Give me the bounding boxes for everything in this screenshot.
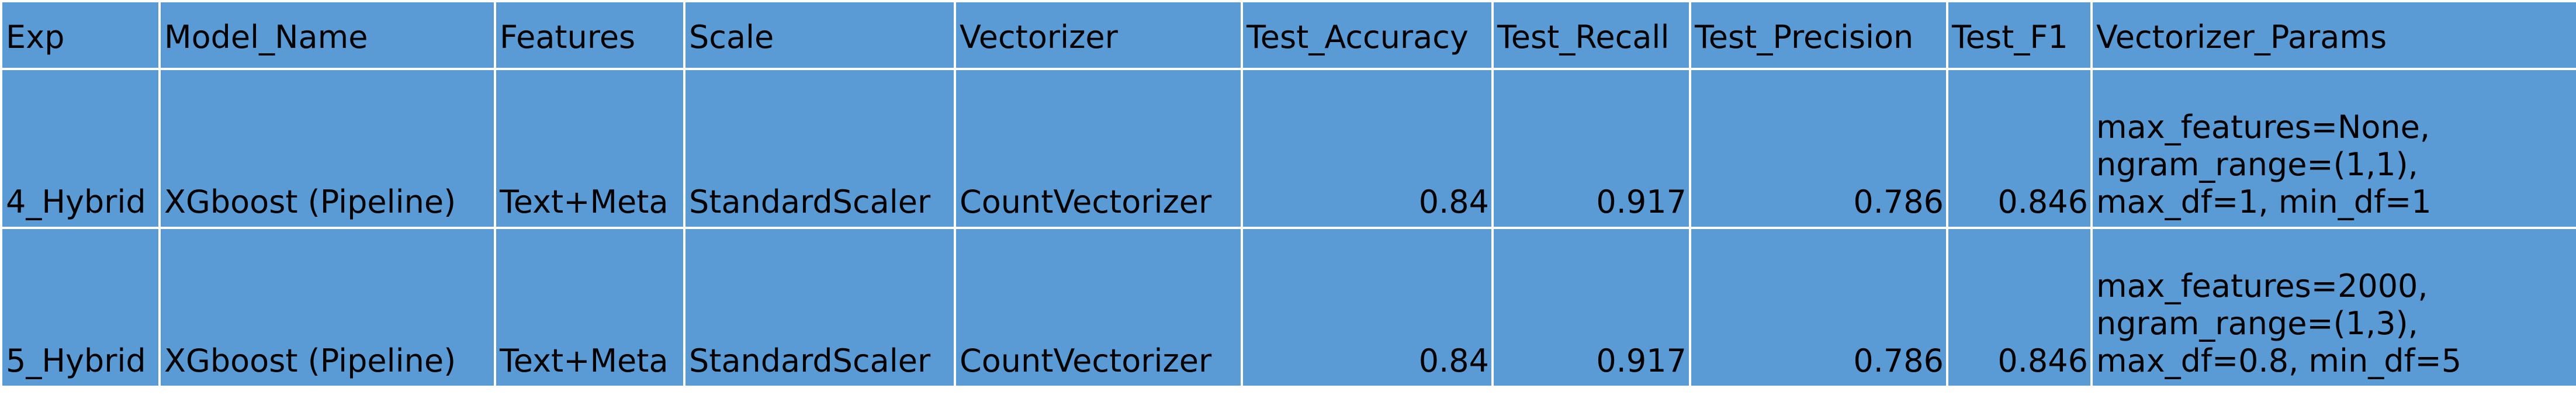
cell-scale[interactable]: StandardScaler [683,227,956,388]
cell-vectorizer-params[interactable]: max_features=None, ngram_range=(1,1), ma… [2090,68,2576,229]
table-row: 4_Hybrid XGboost (Pipeline) Text+Meta St… [0,68,2576,229]
header-cell-test-recall[interactable]: Test_Recall [1491,0,1691,70]
header-cell-model-name[interactable]: Model_Name [158,0,496,70]
header-cell-exp[interactable]: Exp [0,0,161,70]
header-cell-test-f1[interactable]: Test_F1 [1946,0,2093,70]
header-cell-features[interactable]: Features [494,0,685,70]
cell-test-precision[interactable]: 0.786 [1689,227,1948,388]
cell-features[interactable]: Text+Meta [494,227,685,388]
cell-test-precision[interactable]: 0.786 [1689,68,1948,229]
cell-test-f1[interactable]: 0.846 [1946,227,2093,388]
cell-features[interactable]: Text+Meta [494,68,685,229]
cell-test-recall[interactable]: 0.917 [1491,227,1691,388]
params-line: ngram_range=(1,1), [2096,146,2418,183]
params-line: max_df=0.8, min_df=5 [2096,342,2462,379]
params-line: max_df=1, min_df=1 [2096,183,2432,220]
params-line: ngram_range=(1,3), [2096,305,2418,342]
header-cell-vectorizer-params[interactable]: Vectorizer_Params [2090,0,2576,70]
header-cell-test-accuracy[interactable]: Test_Accuracy [1241,0,1494,70]
header-cell-scale[interactable]: Scale [683,0,956,70]
cell-test-f1[interactable]: 0.846 [1946,68,2093,229]
cell-exp[interactable]: 5_Hybrid [0,227,161,388]
results-sheet: Exp Model_Name Features Scale Vectorizer… [0,0,2576,388]
cell-model-name[interactable]: XGboost (Pipeline) [158,68,496,229]
cell-test-accuracy[interactable]: 0.84 [1241,68,1494,229]
table-row: 5_Hybrid XGboost (Pipeline) Text+Meta St… [0,227,2576,388]
cell-test-accuracy[interactable]: 0.84 [1241,227,1494,388]
cell-test-recall[interactable]: 0.917 [1491,68,1691,229]
results-table: Exp Model_Name Features Scale Vectorizer… [0,0,2576,388]
cell-exp[interactable]: 4_Hybrid [0,68,161,229]
cell-vectorizer[interactable]: CountVectorizer [954,68,1243,229]
cell-vectorizer[interactable]: CountVectorizer [954,227,1243,388]
cell-model-name[interactable]: XGboost (Pipeline) [158,227,496,388]
params-line: max_features=None, [2096,109,2430,145]
header-row: Exp Model_Name Features Scale Vectorizer… [0,0,2576,70]
params-line: max_features=2000, [2096,268,2428,304]
cell-scale[interactable]: StandardScaler [683,68,956,229]
cell-vectorizer-params[interactable]: max_features=2000, ngram_range=(1,3), ma… [2090,227,2576,388]
header-cell-vectorizer[interactable]: Vectorizer [954,0,1243,70]
header-cell-test-precision[interactable]: Test_Precision [1689,0,1948,70]
